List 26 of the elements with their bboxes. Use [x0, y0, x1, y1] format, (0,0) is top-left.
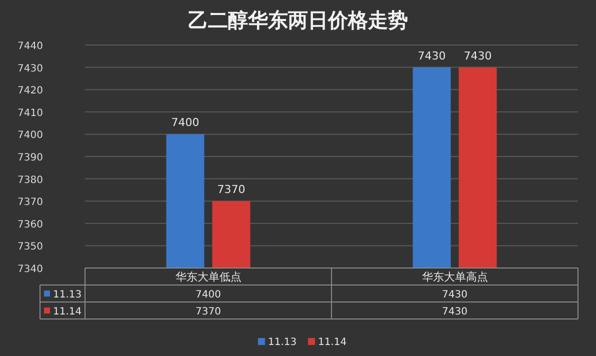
data-label: 7430: [464, 49, 492, 62]
data-label: 7430: [418, 49, 446, 62]
text: 7370: [196, 306, 221, 318]
x-tick-label: 华东大单高点: [422, 270, 488, 284]
text: 11.13: [53, 290, 82, 300]
y-tick-label: 7400: [18, 130, 43, 142]
chart-title: 乙二醇华东两日价格走势: [188, 8, 408, 32]
legend-label: 11.14: [318, 337, 347, 348]
data-label: 7400: [171, 116, 200, 130]
y-tick-label: 7350: [18, 242, 43, 253]
data-label: 7370: [217, 183, 246, 196]
y-tick-label: 7370: [18, 197, 43, 208]
text: 11.14: [53, 306, 82, 318]
y-tick-label: 7430: [18, 63, 43, 74]
y-tick-label: 7410: [18, 108, 43, 119]
y-tick-label: 7360: [18, 219, 43, 230]
y-tick-label: 7390: [18, 152, 43, 164]
legend-label: 11.13: [268, 337, 297, 348]
text: 7430: [442, 306, 468, 318]
text: 7430: [442, 290, 468, 300]
y-tick-label: 7440: [18, 41, 43, 52]
y-tick-label: 7380: [18, 174, 43, 186]
y-tick-label: 7340: [18, 264, 43, 275]
y-tick-label: 7420: [18, 86, 43, 97]
text: 7400: [196, 290, 221, 300]
x-tick-label: 华东大单低点: [175, 270, 242, 284]
